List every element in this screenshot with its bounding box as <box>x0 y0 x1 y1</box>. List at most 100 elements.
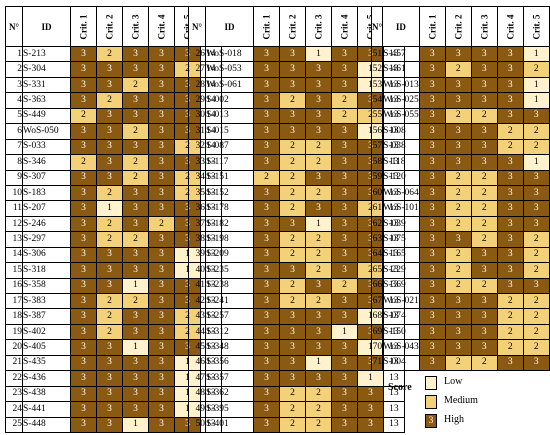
score-crit-1: 3 <box>418 246 446 264</box>
score-crit-2: 2 <box>444 107 472 125</box>
header-number: N° <box>370 6 384 47</box>
score-crit-3: 2 <box>305 154 332 171</box>
score-crit-4: 3 <box>331 123 358 140</box>
row-id: WoS-053 <box>205 61 254 78</box>
row-number: 44 <box>188 323 206 341</box>
row-number: 25 <box>5 416 23 433</box>
score-crit-1: 3 <box>253 246 280 264</box>
score-crit-4: 3 <box>496 277 524 295</box>
score-crit-1: 3 <box>70 262 97 279</box>
table-row: 63S-0753323213 <box>370 231 550 248</box>
header-crit-3: Crit. 3 <box>470 6 498 47</box>
score-crit-1: 3 <box>253 277 280 295</box>
score-crit-1: 3 <box>253 123 280 140</box>
score-crit-4: 3 <box>148 45 175 63</box>
score-crit-3: 3 <box>122 308 149 325</box>
score-crit-4: 3 <box>148 184 175 202</box>
score-crit-1: 3 <box>253 45 280 63</box>
row-number: 5 <box>5 107 23 125</box>
score-crit-2: 3 <box>96 385 123 403</box>
score-crit-4: 2 <box>496 323 524 341</box>
row-number: 18 <box>5 308 23 325</box>
score-crit-2: 3 <box>96 107 123 125</box>
table-row: 36 S-178 3 2 3 3 2 13 <box>188 200 405 217</box>
row-number: 26 <box>188 45 206 63</box>
score-crit-2: 3 <box>279 262 306 279</box>
row-id: S-002 <box>205 92 254 109</box>
score-crit-4: 3 <box>148 401 175 418</box>
row-number: 69 <box>370 323 384 341</box>
score-crit-3: 2 <box>122 231 149 248</box>
score-crit-1: 3 <box>70 76 97 94</box>
score-crit-4: 3 <box>148 385 175 403</box>
row-id: WoS-043 <box>382 339 420 356</box>
score-crit-2: 3 <box>444 45 472 63</box>
score-crit-2: 2 <box>279 401 306 418</box>
score-crit-2: 2 <box>444 61 472 78</box>
row-number: 54 <box>370 92 384 109</box>
row-id: S-395 <box>205 401 254 418</box>
score-crit-4: 3 <box>331 138 358 156</box>
score-crit-3: 3 <box>305 339 332 356</box>
score-crit-2: 3 <box>444 154 472 171</box>
row-id: S-074 <box>382 308 420 325</box>
score-crit-1: 3 <box>70 215 97 233</box>
header-crit-4: Crit. 4 <box>331 6 358 47</box>
score-crit-1: 3 <box>418 339 446 356</box>
score-crit-2: 3 <box>96 370 123 387</box>
score-crit-2: 3 <box>444 123 472 140</box>
row-number: 40 <box>188 262 206 279</box>
row-id: WoS-064 <box>382 184 420 202</box>
score-crit-2: 3 <box>279 123 306 140</box>
row-number: 13 <box>5 231 23 248</box>
score-crit-1: 3 <box>70 123 97 140</box>
score-crit-3: 3 <box>122 184 149 202</box>
score-crit-5: 2 <box>522 339 550 356</box>
score-crit-2: 3 <box>96 61 123 78</box>
score-crit-2: 3 <box>96 339 123 356</box>
row-id: S-402 <box>22 323 71 341</box>
score-legend: Score Low Medium 3 High <box>378 372 550 432</box>
score-crit-4: 3 <box>331 292 358 310</box>
score-crit-1: 3 <box>418 354 446 372</box>
legend-swatch-medium <box>425 395 437 409</box>
score-crit-4: 2 <box>496 339 524 356</box>
table-row: 59S-1203223313 <box>370 169 550 186</box>
row-id: WoS-061 <box>205 76 254 94</box>
score-crit-3: 1 <box>122 277 149 295</box>
score-crit-3: 3 <box>122 370 149 387</box>
score-crit-2: 3 <box>279 354 306 372</box>
score-crit-1: 3 <box>253 184 280 202</box>
score-crit-1: 3 <box>253 339 280 356</box>
score-crit-5: 1 <box>522 154 550 171</box>
row-id: S-387 <box>22 308 71 325</box>
score-crit-2: 3 <box>96 246 123 264</box>
row-number: 19 <box>5 323 23 341</box>
score-crit-3: 2 <box>122 76 149 94</box>
score-crit-4: 3 <box>148 76 175 94</box>
score-crit-2: 3 <box>444 323 472 341</box>
score-crit-1: 3 <box>418 154 446 171</box>
score-crit-3: 1 <box>122 339 149 356</box>
row-number: 58 <box>370 154 384 171</box>
header-crit-2: Crit. 2 <box>279 6 306 47</box>
row-number: 41 <box>188 277 206 295</box>
row-id: S-207 <box>22 200 71 217</box>
score-crit-3: 2 <box>470 107 498 125</box>
row-number: 35 <box>188 184 206 202</box>
score-crit-4: 3 <box>148 92 175 109</box>
score-crit-1: 3 <box>253 200 280 217</box>
score-crit-3: 3 <box>122 200 149 217</box>
row-number: 21 <box>5 354 23 372</box>
score-crit-1: 3 <box>418 123 446 140</box>
table-row: 9 S-307 3 3 2 3 2 13 <box>5 169 222 186</box>
score-crit-3: 3 <box>122 385 149 403</box>
score-crit-1: 2 <box>70 107 97 125</box>
row-id: S-033 <box>22 138 71 156</box>
header-id: ID <box>205 6 254 47</box>
score-crit-2: 2 <box>444 277 472 295</box>
row-id: WoS-013 <box>382 76 420 94</box>
score-crit-1: 3 <box>253 61 280 78</box>
